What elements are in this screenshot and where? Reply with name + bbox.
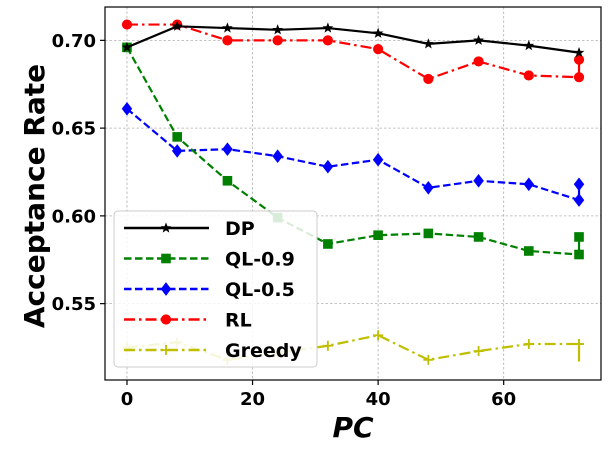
series-line-dp (126, 25, 580, 54)
series-line-rl (126, 23, 580, 81)
y-tick-label: 0.60 (52, 206, 96, 227)
legend-label-greedy: Greedy (225, 340, 302, 362)
legend-marker-greedy (161, 345, 171, 355)
data-point-rl (573, 72, 585, 83)
data-point-ql-0-9 (373, 230, 383, 240)
data-point-ql-0-5 (171, 144, 183, 158)
y-axis-title: Acceptance Rate (18, 64, 51, 328)
axis-ticks: 0 20 40 60 0.55 0.60 0.65 0.70 (52, 31, 517, 410)
y-tick-label: 0.55 (52, 294, 96, 315)
legend: DP QL-0.9 QL-0.5 RL Greedy (113, 210, 318, 368)
x-tick-label: 0 (121, 389, 134, 410)
series-ql-0-9 (122, 42, 584, 260)
data-point-dp (171, 20, 183, 31)
data-point-ql-0-9 (523, 246, 534, 256)
data-point-ql-0-5 (222, 142, 233, 157)
data-point-greedy (523, 339, 534, 350)
data-point-ql-0-9 (574, 249, 584, 260)
data-series (121, 19, 585, 365)
data-point-ql-0-9 (473, 232, 484, 242)
errorbar-cap-ql-0-9 (574, 232, 584, 242)
errorbar-cap-ql-0-5 (573, 177, 585, 192)
data-point-greedy (574, 339, 585, 350)
data-point-ql-0-9 (172, 132, 183, 142)
data-point-rl (322, 35, 333, 46)
x-tick-label: 60 (491, 389, 516, 410)
data-point-ql-0-5 (121, 101, 133, 116)
data-point-rl (523, 70, 534, 81)
data-point-ql-0-5 (272, 149, 283, 164)
data-point-dp (573, 46, 585, 58)
legend-label-ql-0-5: QL-0.5 (225, 279, 295, 301)
data-point-rl (373, 44, 384, 55)
data-point-greedy (322, 340, 333, 351)
data-point-ql-0-5 (423, 180, 434, 195)
legend-entry-rl: RL (124, 310, 252, 332)
data-point-ql-0-5 (573, 193, 585, 207)
data-point-rl (121, 19, 133, 30)
legend-entry-dp: DP (124, 218, 255, 240)
y-tick-label: 0.70 (52, 31, 96, 52)
data-point-dp (523, 39, 535, 51)
series-ql-0-5 (121, 101, 585, 207)
data-point-ql-0-5 (473, 173, 484, 188)
data-point-greedy (373, 330, 384, 341)
plot-area-frame (104, 6, 602, 381)
x-tick-label: 20 (240, 389, 265, 410)
legend-marker-ql-0-9 (161, 253, 171, 264)
data-point-dp (222, 22, 233, 33)
legend-entry-greedy: Greedy (124, 340, 302, 362)
data-point-ql-0-9 (323, 239, 333, 249)
legend-marker-ql-0-5 (160, 282, 172, 296)
legend-label-ql-0-9: QL-0.9 (225, 249, 295, 271)
legend-entry-ql-0-9: QL-0.9 (124, 249, 295, 271)
legend-label-dp: DP (225, 218, 255, 240)
series-line-ql-0-5 (126, 107, 580, 202)
data-point-rl (423, 73, 434, 85)
data-point-ql-0-5 (322, 159, 334, 174)
errorbar-cap-rl (573, 54, 585, 65)
data-point-dp (372, 27, 384, 38)
data-point-dp (422, 38, 434, 49)
legend-label-rl: RL (225, 310, 252, 332)
legend-marker-dp (160, 222, 172, 233)
series-dp (121, 20, 585, 58)
data-point-ql-0-5 (523, 177, 535, 192)
data-point-greedy (473, 346, 484, 357)
legend-marker-rl (160, 314, 172, 325)
data-point-dp (121, 41, 133, 52)
series-line-ql-0-9 (126, 46, 580, 256)
legend-entry-ql-0-5: QL-0.5 (124, 279, 295, 301)
data-point-ql-0-9 (423, 228, 434, 239)
x-tick-label: 40 (366, 389, 391, 410)
x-axis-title: PC (332, 411, 374, 444)
data-point-rl (473, 56, 484, 67)
data-point-dp (473, 34, 484, 45)
data-point-greedy (423, 354, 434, 365)
data-point-ql-0-5 (372, 152, 384, 167)
data-point-rl (272, 35, 283, 46)
series-line-greedy (126, 334, 580, 361)
data-point-dp (322, 22, 334, 33)
data-point-ql-0-9 (222, 175, 233, 186)
y-tick-label: 0.65 (52, 119, 96, 140)
data-point-dp (272, 24, 284, 35)
data-point-rl (222, 35, 233, 46)
legend-box (113, 210, 318, 368)
